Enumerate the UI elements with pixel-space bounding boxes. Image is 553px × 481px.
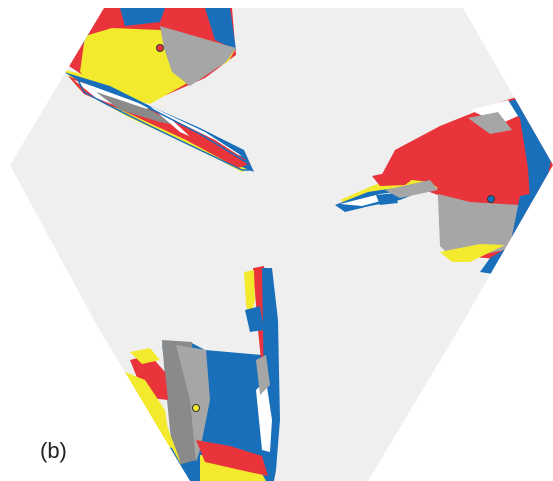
yellow-marker [192,404,200,412]
region-top-left [50,8,254,172]
red-marker [156,44,164,52]
blue-marker [487,195,495,203]
panel-label: (b) [40,438,67,463]
